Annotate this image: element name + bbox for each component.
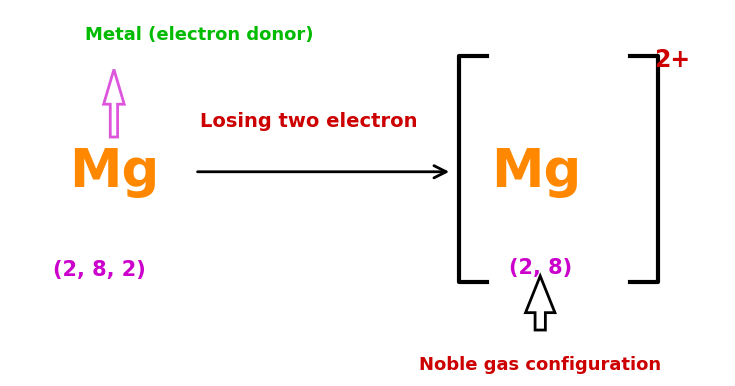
Text: (2, 8, 2): (2, 8, 2) xyxy=(53,260,146,280)
Text: Losing two electron: Losing two electron xyxy=(200,112,417,131)
Text: Metal (electron donor): Metal (electron donor) xyxy=(85,26,313,44)
Text: Noble gas configuration: Noble gas configuration xyxy=(419,356,662,374)
Text: Mg: Mg xyxy=(492,146,581,198)
Text: Mg: Mg xyxy=(69,146,159,198)
Text: 2+: 2+ xyxy=(654,48,691,72)
Polygon shape xyxy=(104,69,124,137)
Text: (2, 8): (2, 8) xyxy=(509,258,572,278)
Polygon shape xyxy=(526,276,555,330)
